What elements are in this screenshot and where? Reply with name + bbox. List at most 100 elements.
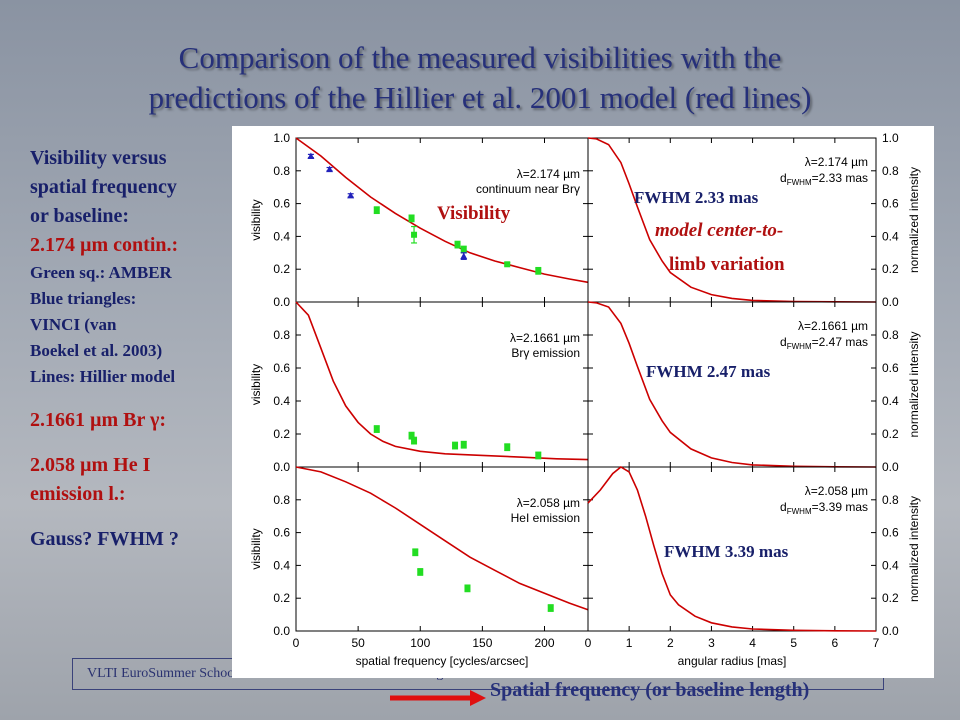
- model-line: [295, 301, 589, 461]
- panel-frame: [295, 466, 589, 632]
- footer-left: VLTI EuroSummer School: [87, 666, 239, 681]
- left-text-line: 2.174 µm contin.:: [30, 234, 179, 256]
- fwhm-d: d: [780, 335, 787, 349]
- x-tick-label: 150: [472, 636, 492, 650]
- fwhm-value: =2.33 mas: [812, 171, 868, 185]
- x-tick-label: 4: [749, 636, 756, 650]
- y-tick-label: 0.8: [882, 493, 899, 507]
- y-tick-label: 0.4: [273, 394, 290, 408]
- panel-frame: [295, 301, 589, 468]
- x-tick-label: 5: [790, 636, 797, 650]
- overlay-model-line2: limb variation: [669, 254, 785, 275]
- x-axis-label: spatial frequency [cycles/arcsec]: [356, 654, 529, 668]
- overlay-fwhm-3: FWHM 3.39 mas: [664, 542, 789, 561]
- x-tick-label: 100: [410, 636, 430, 650]
- panel-fwhm-label: dFWHM=3.39 mas: [780, 500, 868, 516]
- amber-point: [535, 267, 542, 274]
- amber-point: [411, 231, 418, 238]
- amber-point: [460, 246, 467, 253]
- y-tick-label: 0.2: [882, 591, 899, 605]
- y-axis-label: visibility: [249, 364, 263, 405]
- left-text-line: Lines: Hillier model: [30, 367, 176, 386]
- x-tick-label: 50: [351, 636, 365, 650]
- y-tick-label: 1.0: [273, 131, 290, 145]
- x-tick-label: 7: [873, 636, 880, 650]
- slide-title: Comparison of the measured visibilities …: [40, 38, 920, 118]
- y-tick-label: 0.8: [273, 164, 290, 178]
- x-tick-label: 6: [832, 636, 839, 650]
- y-tick-label: 0.0: [882, 460, 899, 474]
- left-text-line: [30, 435, 245, 451]
- overlay-visibility-label: Visibility: [437, 203, 511, 224]
- panel-lambda-label: λ=2.174 µm: [805, 155, 868, 169]
- model-line: [295, 137, 589, 284]
- x-axis-label: angular radius [mas]: [678, 654, 787, 668]
- amber-point: [408, 215, 415, 222]
- y-tick-label: 0.8: [273, 493, 290, 507]
- left-text-line: Visibility versus: [30, 147, 167, 169]
- y-tick-label: 0.6: [882, 526, 899, 540]
- fwhm-d: d: [780, 171, 787, 185]
- left-text-line: Gauss? FWHM ?: [30, 528, 179, 550]
- panel-line-label: HeI emission: [511, 511, 580, 525]
- y-tick-label: 0.4: [882, 558, 899, 572]
- left-text-line: emission l.:: [30, 483, 126, 505]
- amber-point: [504, 261, 511, 268]
- y-tick-label: 0.2: [882, 427, 899, 441]
- amber-point: [408, 432, 415, 439]
- panel-line-label: Brγ emission: [511, 346, 580, 360]
- model-line: [587, 137, 877, 303]
- amber-point: [373, 426, 380, 433]
- overlay-fwhm-1: FWHM 2.33 mas: [634, 188, 759, 207]
- y-tick-label: 0.6: [882, 361, 899, 375]
- spatial-frequency-label: Spatial frequency (or baseline length): [490, 679, 810, 701]
- y-tick-label: 0.4: [273, 229, 290, 243]
- amber-point: [504, 444, 511, 451]
- y-tick-label: 0.0: [882, 624, 899, 638]
- fwhm-subscript: FWHM: [787, 178, 812, 187]
- amber-point: [460, 441, 467, 448]
- panel-lambda-label: λ=2.058 µm: [517, 496, 580, 510]
- amber-point: [411, 437, 418, 444]
- vinci-point: [460, 252, 468, 260]
- y-axis-label: normalized intensity: [907, 331, 921, 437]
- fwhm-value: =3.39 mas: [812, 500, 868, 514]
- panel-frame: [587, 466, 877, 632]
- panel-lambda-label: λ=2.058 µm: [805, 484, 868, 498]
- panel-fwhm-label: dFWHM=2.47 mas: [780, 335, 868, 351]
- panel-lambda-label: λ=2.1661 µm: [798, 319, 868, 333]
- amber-point: [452, 442, 459, 449]
- left-text-line: spatial frequency: [30, 176, 177, 198]
- overlay-fwhm-2: FWHM 2.47 mas: [646, 362, 771, 381]
- y-axis-label: visibility: [249, 199, 263, 240]
- arrow-right-icon: [390, 690, 486, 706]
- left-text-line: Green sq.: AMBER: [30, 263, 172, 282]
- x-tick-label: 3: [708, 636, 715, 650]
- slide-title-line1: Comparison of the measured visibilities …: [178, 40, 782, 75]
- model-line: [587, 466, 877, 632]
- x-tick-label: 200: [534, 636, 554, 650]
- y-tick-label: 0.6: [273, 197, 290, 211]
- y-tick-label: 0.8: [273, 328, 290, 342]
- y-axis-label: normalized intensity: [907, 496, 921, 602]
- y-tick-label: 0.2: [273, 427, 290, 441]
- y-axis-label: normalized intensity: [907, 167, 921, 273]
- left-text-line: [30, 390, 245, 406]
- y-tick-label: 0.2: [882, 262, 899, 276]
- fwhm-subscript: FWHM: [787, 342, 812, 351]
- y-tick-label: 0.0: [273, 624, 290, 638]
- y-tick-label: 0.4: [882, 229, 899, 243]
- model-line: [295, 466, 589, 611]
- left-text-line: 2.058 µm He I: [30, 454, 151, 476]
- amber-point: [535, 452, 542, 459]
- panel-lambda-label: λ=2.174 µm: [517, 167, 580, 181]
- y-tick-label: 0.4: [882, 394, 899, 408]
- y-tick-label: 0.6: [882, 197, 899, 211]
- left-text-line: Boekel et al. 2003): [30, 341, 163, 360]
- amber-point: [464, 585, 471, 592]
- panel-lambda-label: λ=2.1661 µm: [510, 331, 580, 345]
- vinci-point: [307, 152, 315, 160]
- amber-point: [373, 207, 380, 214]
- overlay-model-line1: model center-to-: [655, 220, 784, 241]
